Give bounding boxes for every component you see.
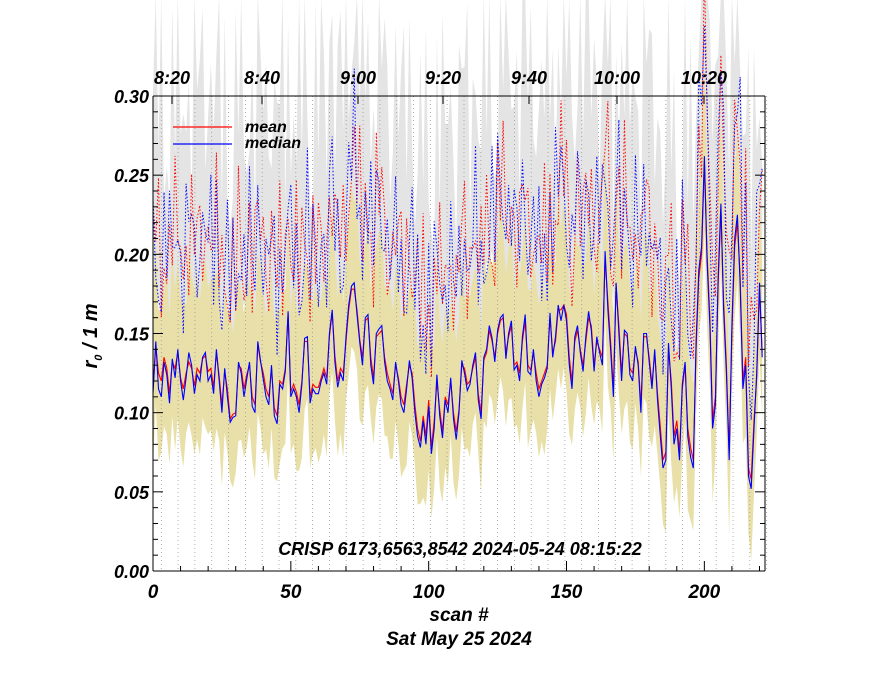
x-tick-label: 200 (687, 582, 720, 603)
y-axis-label: r0 / 1 m (80, 303, 105, 368)
series-lines-layer (152, 156, 763, 489)
y-axis-label-main: r (80, 360, 102, 369)
legend-mean-label: mean (245, 119, 287, 136)
svg-text:r0 / 1 m: r0 / 1 m (80, 303, 105, 368)
y-tick-label: 0.05 (114, 483, 150, 503)
y-axis-label-subscript: 0 (93, 354, 105, 361)
spread-band-layer (153, 65, 763, 561)
x-axis-label: scan # (429, 605, 489, 626)
top-time-tick-label: 9:20 (425, 68, 461, 88)
upper-spread-band-layer (153, 0, 763, 413)
top-time-tick-label: 9:00 (340, 68, 376, 88)
axis-ticks: 0.00 0.05 0.10 0.15 0.20 0.25 0.30 0 50 100 150 200… (114, 68, 765, 603)
median-series-line (152, 156, 763, 489)
upper-dotted-series-layer (152, 0, 763, 420)
y-axis-label-rest: / 1 m (80, 303, 102, 354)
spread-band (153, 65, 763, 561)
mean-upper-dotted-line (152, 0, 763, 378)
x-tick-label: 0 (148, 582, 159, 603)
mean-series-line (152, 162, 763, 480)
legend: mean median (173, 119, 301, 152)
y-tick-label: 0.00 (114, 562, 149, 582)
top-time-tick-label: 8:40 (244, 68, 280, 88)
y-tick-label: 0.30 (114, 87, 149, 107)
plot-annotation: CRISP 6173,6563,8542 2024-05-24 08:15:22 (278, 539, 642, 559)
date-label: Sat May 25 2024 (386, 629, 532, 650)
y-tick-label: 0.15 (114, 325, 150, 345)
legend-median-label: median (245, 135, 301, 152)
top-time-tick-label: 10:00 (594, 68, 640, 88)
x-tick-label: 150 (551, 582, 583, 603)
upper-spread-band (153, 0, 763, 413)
top-time-tick-label: 10:20 (681, 68, 727, 88)
y-tick-label: 0.10 (114, 404, 149, 424)
median-upper-dotted-line (152, 24, 763, 420)
top-time-tick-label: 8:20 (154, 68, 190, 88)
x-tick-label: 50 (280, 582, 302, 603)
y-tick-label: 0.20 (114, 245, 149, 265)
top-time-tick-label: 9:40 (511, 68, 547, 88)
x-tick-label: 100 (413, 582, 445, 603)
y-tick-label: 0.25 (114, 166, 150, 186)
